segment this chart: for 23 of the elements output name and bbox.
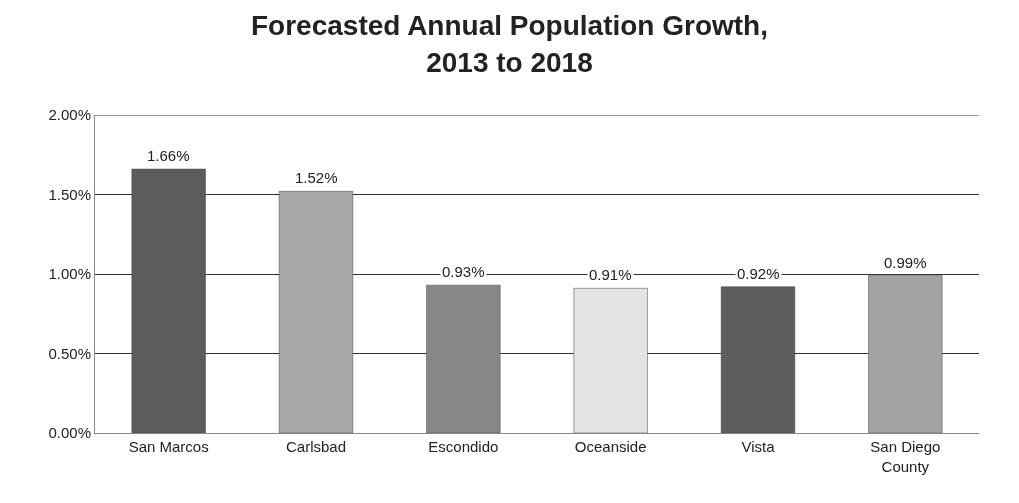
bar	[131, 168, 206, 433]
data-label: 0.99%	[884, 254, 927, 271]
data-label: 0.91%	[589, 266, 632, 283]
y-tick-label: 0.00%	[48, 424, 91, 442]
y-tick-label: 0.50%	[48, 344, 91, 362]
x-tick-label: Oceanside	[574, 438, 647, 455]
y-tick-label: 1.00%	[48, 265, 91, 283]
x-tick-label: San Marcos	[128, 438, 209, 455]
data-label: 0.92%	[737, 265, 780, 282]
data-label: 1.52%	[295, 169, 338, 186]
bar	[868, 275, 943, 433]
data-label: 0.93%	[442, 263, 485, 280]
chart-title: Forecasted Annual Population Growth, 2013 to 2018	[251, 10, 768, 78]
x-tick-label: Escondido	[428, 438, 499, 455]
bar	[573, 288, 648, 433]
y-tick-label: 1.50%	[48, 185, 91, 203]
data-label: 1.66%	[147, 147, 190, 164]
y-tick-label: 2.00%	[48, 106, 91, 124]
x-tick-label: San Diego County	[870, 438, 941, 475]
x-tick-label: Carlsbad	[285, 438, 347, 455]
x-tick-label: Vista	[741, 438, 776, 455]
bar	[720, 286, 796, 433]
bar	[278, 191, 354, 433]
